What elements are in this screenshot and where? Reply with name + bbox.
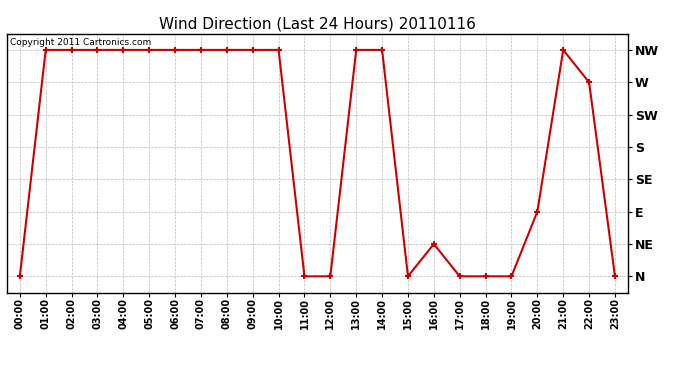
Title: Wind Direction (Last 24 Hours) 20110116: Wind Direction (Last 24 Hours) 20110116 [159,16,476,31]
Text: Copyright 2011 Cartronics.com: Copyright 2011 Cartronics.com [10,38,151,46]
